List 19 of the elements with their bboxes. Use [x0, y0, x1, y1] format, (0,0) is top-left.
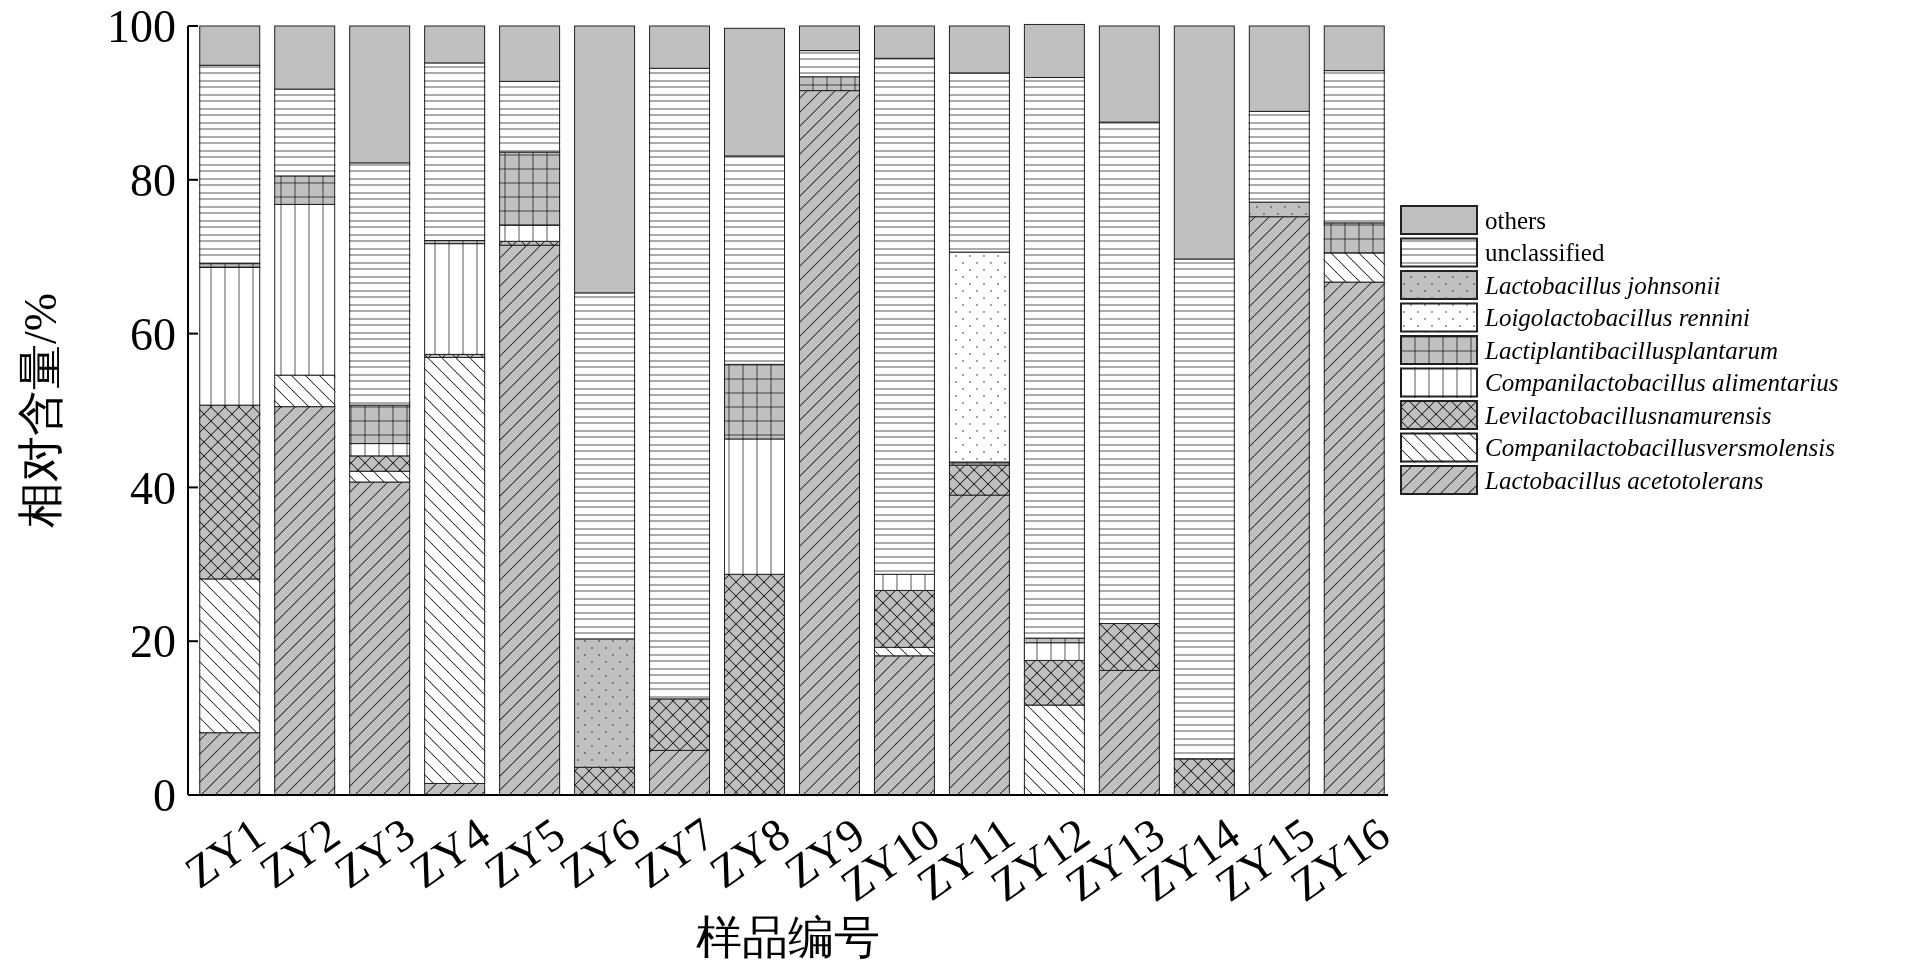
- bar: [499, 244, 561, 796]
- y-tick-label: 0: [153, 770, 176, 822]
- legend-label: Lactiplantibacillusplantarum: [1484, 336, 1779, 364]
- y-tick-label: 60: [130, 308, 176, 360]
- legend-label: Companilactobacillus alimentarius: [1485, 369, 1839, 397]
- legend-label: Lactobacillus johnsonii: [1484, 271, 1721, 299]
- legend-label: Levilactobacillusnamurensis: [1484, 401, 1772, 429]
- legend-label: others: [1485, 206, 1547, 234]
- legend-label: Loigolactobacillus rennini: [1484, 304, 1751, 332]
- y-tick-label: 80: [130, 154, 176, 206]
- legend-label: Lactobacillus acetotolerans: [1484, 466, 1764, 494]
- y-tick-label: 20: [130, 616, 176, 668]
- legend-label: unclassified: [1485, 239, 1605, 267]
- legend-label: Companilactobacillusversmolensis: [1485, 434, 1835, 462]
- bar: [424, 243, 486, 355]
- y-axis-title: 相对含量/%: [15, 292, 66, 529]
- y-tick-label: 100: [107, 1, 176, 53]
- x-axis-title: 样品编号: [696, 912, 880, 963]
- y-tick-label: 40: [130, 462, 176, 514]
